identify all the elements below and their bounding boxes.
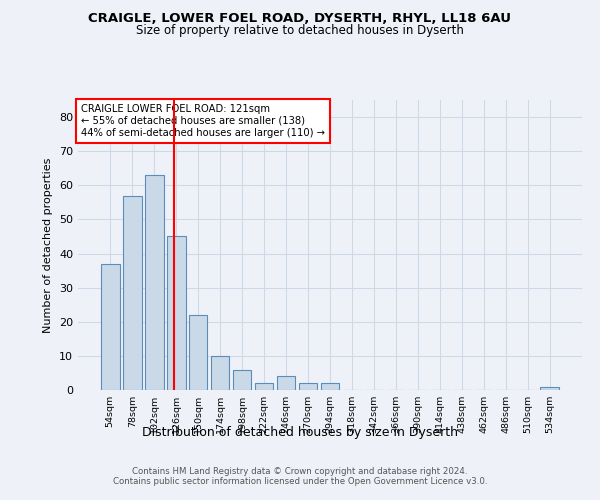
Bar [255,383,274,390]
Bar [101,264,119,390]
Text: CRAIGLE, LOWER FOEL ROAD, DYSERTH, RHYL, LL18 6AU: CRAIGLE, LOWER FOEL ROAD, DYSERTH, RHYL,… [89,12,511,26]
Bar [233,370,251,390]
Text: Contains HM Land Registry data © Crown copyright and database right 2024.: Contains HM Land Registry data © Crown c… [132,467,468,476]
Text: CRAIGLE LOWER FOEL ROAD: 121sqm
← 55% of detached houses are smaller (138)
44% o: CRAIGLE LOWER FOEL ROAD: 121sqm ← 55% of… [80,104,325,138]
Bar [277,376,295,390]
Text: Size of property relative to detached houses in Dyserth: Size of property relative to detached ho… [136,24,464,37]
Bar [145,175,164,390]
Bar [211,356,229,390]
Bar [541,386,559,390]
Bar [320,383,340,390]
Bar [167,236,185,390]
Text: Distribution of detached houses by size in Dyserth: Distribution of detached houses by size … [142,426,458,439]
Text: Contains public sector information licensed under the Open Government Licence v3: Contains public sector information licen… [113,477,487,486]
Bar [123,196,142,390]
Y-axis label: Number of detached properties: Number of detached properties [43,158,53,332]
Bar [189,315,208,390]
Bar [299,383,317,390]
